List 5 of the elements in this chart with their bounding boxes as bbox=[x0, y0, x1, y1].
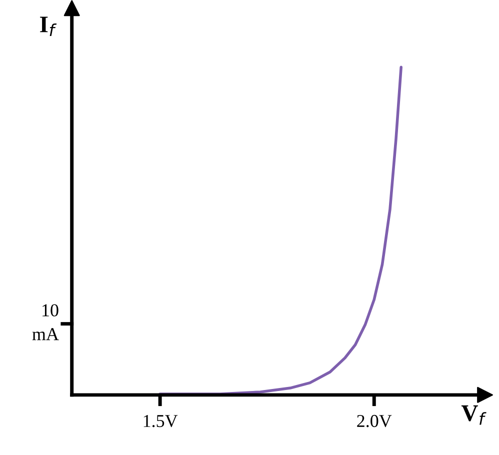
x-tick-label: 2.0V bbox=[357, 414, 392, 428]
x-tick-label: 1.5V bbox=[144, 414, 178, 428]
y-axis-title: I$_{f}$ bbox=[40, 16, 57, 36]
ref-line-label: 10 mA bbox=[32, 304, 59, 340]
x-axis-title: V$_{f}$ bbox=[461, 405, 486, 425]
